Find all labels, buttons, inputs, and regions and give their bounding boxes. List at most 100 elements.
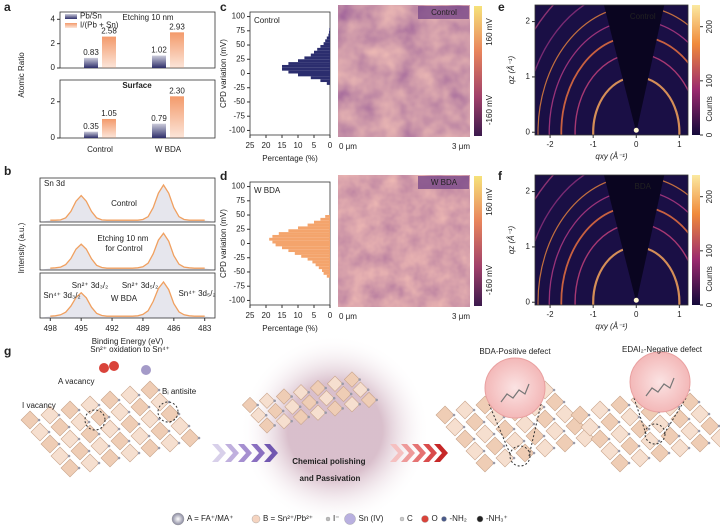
- molecule: [500, 383, 530, 403]
- histogram-bar: [325, 39, 330, 43]
- y-axis-label: Atomic Ratio: [17, 52, 26, 98]
- octahedron: [360, 391, 378, 408]
- plot-frame: [534, 174, 689, 306]
- legend-icon: [399, 516, 405, 522]
- x-tick-label: 1: [677, 310, 682, 319]
- iodide: [117, 456, 121, 460]
- series-label: Etching 10 nm for Control: [97, 234, 150, 253]
- kpfm-map: [338, 175, 470, 307]
- x-tick-label: 492: [105, 324, 119, 333]
- iodide: [542, 405, 546, 409]
- histogram-bar: [329, 27, 330, 31]
- x-tick-label: 489: [136, 324, 150, 333]
- iodide: [341, 382, 344, 386]
- octahedron: [580, 417, 600, 437]
- iodide: [264, 413, 268, 417]
- colorbar-tick-label: 200: [705, 189, 714, 203]
- histogram-bar: [278, 232, 330, 235]
- iodide: [67, 454, 71, 458]
- annotation: Surface: [122, 81, 152, 90]
- y-tick-label: 0: [51, 63, 56, 72]
- defect-marker: [644, 423, 666, 445]
- value-label: 2.30: [169, 86, 185, 95]
- colorbar-tick-label: 100: [705, 74, 714, 88]
- colorbar-title: Counts: [705, 96, 714, 121]
- y-tick-label: 50: [236, 40, 245, 49]
- octahedron: [275, 413, 293, 430]
- octahedron: [455, 400, 475, 420]
- octahedron: [150, 392, 170, 412]
- defect-marker: [509, 445, 531, 467]
- iodide: [687, 417, 691, 421]
- octahedron: [309, 404, 327, 421]
- iodide: [147, 434, 151, 438]
- colorbar-tick-label: 200: [705, 19, 714, 33]
- iodide: [137, 393, 141, 397]
- octahedron: [40, 434, 60, 454]
- plot-frame: [39, 177, 216, 223]
- y-tick-label: 0: [526, 127, 531, 136]
- colorbar-label: 160 mV: [485, 18, 494, 46]
- halo: [240, 335, 430, 525]
- scale-label: 0 μm: [339, 142, 357, 151]
- histogram-bar: [320, 217, 330, 221]
- y-tick-label: 2: [51, 97, 56, 106]
- value-label: 0.35: [83, 122, 99, 131]
- chevron: [412, 444, 426, 462]
- annotation: BDA-Positive defect: [479, 347, 551, 356]
- octahedron: [292, 408, 310, 425]
- iodide: [97, 403, 101, 407]
- iodide: [667, 422, 671, 426]
- histogram-bar: [320, 79, 330, 83]
- octahedron: [110, 431, 130, 451]
- iodide: [290, 419, 293, 423]
- plot-frame: [534, 4, 689, 136]
- value-label: 2.93: [169, 22, 185, 31]
- x-tick-label: 5: [312, 311, 317, 320]
- iodide: [542, 434, 546, 438]
- iodide: [502, 444, 506, 448]
- iodide: [157, 446, 161, 450]
- iodide: [627, 403, 631, 407]
- octahedron: [20, 410, 40, 430]
- x-tick-label: Control: [87, 145, 113, 154]
- iodide: [707, 412, 711, 416]
- iodide: [298, 405, 302, 409]
- octahedron: [535, 409, 555, 429]
- iodide: [77, 466, 81, 470]
- octahedron: [505, 431, 525, 451]
- iodide: [687, 446, 691, 450]
- x-tick-label: 25: [246, 311, 255, 320]
- histogram-bar: [307, 257, 330, 261]
- panel-label: a: [4, 0, 11, 14]
- histogram-bar: [288, 249, 330, 253]
- iodide: [127, 410, 131, 414]
- plot-frame: [59, 11, 216, 69]
- iodide: [256, 403, 259, 407]
- series-label: W BDA: [111, 294, 138, 303]
- octahedron: [170, 416, 190, 436]
- iodide: [187, 424, 191, 428]
- iodide: [307, 415, 310, 419]
- x-tick-label: 20: [262, 141, 271, 150]
- octahedron: [555, 433, 575, 453]
- octahedron: [610, 453, 630, 473]
- iodide: [532, 422, 536, 426]
- iodide: [57, 413, 61, 417]
- y-tick-label: -25: [233, 253, 245, 262]
- octahedron: [335, 385, 352, 403]
- chevron: [212, 444, 226, 462]
- octahedron: [680, 421, 700, 441]
- octahedron: [80, 453, 100, 473]
- octahedron: [130, 397, 150, 417]
- iodide: [697, 429, 701, 433]
- process-label: Chemical polishing and Passivation: [292, 457, 368, 483]
- octahedron: [485, 436, 505, 456]
- octahedron: [309, 379, 327, 397]
- iodide: [562, 429, 566, 433]
- octahedron: [241, 396, 259, 414]
- iodide: [157, 388, 161, 392]
- iodide: [452, 413, 456, 417]
- octahedron: [100, 419, 120, 439]
